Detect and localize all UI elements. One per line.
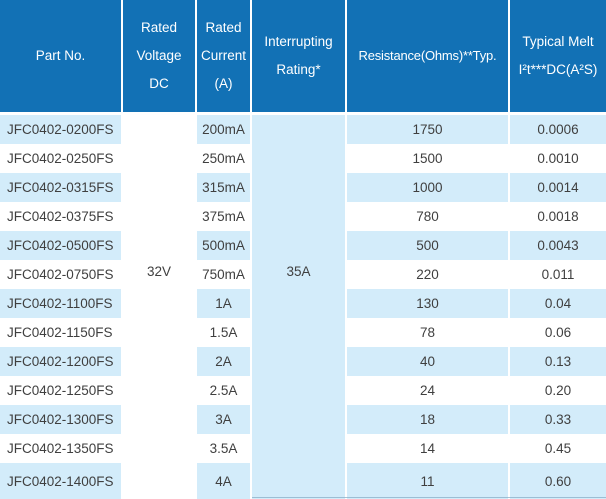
- table-row: JFC0402-0250FS 250mA 1500 0.0010: [0, 144, 606, 173]
- resistance-cell: 1750: [347, 115, 510, 144]
- melt-i2t-cell: 0.06: [510, 318, 606, 347]
- table-body: JFC0402-0200FS 32V 200mA 35A 1750 0.0006 JFC04…: [0, 115, 606, 499]
- melt-i2t-cell: 0.04: [510, 289, 606, 318]
- table-row: JFC0402-0500FS 500mA 500 0.0043: [0, 231, 606, 260]
- header-line: Part No.: [35, 48, 86, 63]
- col-header-rated-current: Rated Current (A): [197, 0, 252, 115]
- table-row: JFC0402-1300FS 3A 18 0.33: [0, 405, 606, 434]
- melt-i2t-cell: 0.33: [510, 405, 606, 434]
- header-row: Part No. Rated Voltage DC Rated Current …: [0, 0, 606, 115]
- table-row: JFC0402-1250FS 2.5A 24 0.20: [0, 376, 606, 405]
- part-no-cell: JFC0402-0500FS: [0, 231, 123, 260]
- rated-current-cell: 200mA: [197, 115, 252, 144]
- header-line: Interrupting: [264, 34, 333, 49]
- rated-current-cell: 1A: [197, 289, 252, 318]
- header-line: Typical Melt: [522, 34, 594, 49]
- resistance-cell: 24: [347, 376, 510, 405]
- resistance-cell: 780: [347, 202, 510, 231]
- table-bottom-edge-line: [252, 497, 606, 498]
- part-no-cell: JFC0402-0375FS: [0, 202, 123, 231]
- resistance-cell: 130: [347, 289, 510, 318]
- rated-current-cell: 3A: [197, 405, 252, 434]
- rated-current-cell: 3.5A: [197, 434, 252, 463]
- melt-i2t-cell: 0.13: [510, 347, 606, 376]
- header-line: Rated: [140, 20, 178, 35]
- resistance-cell: 11: [347, 463, 510, 499]
- col-header-typical-melt: Typical Melt I²t***DC(A²S): [510, 0, 606, 115]
- table-row: JFC0402-1150FS 1.5A 78 0.06: [0, 318, 606, 347]
- part-no-cell: JFC0402-0315FS: [0, 173, 123, 202]
- header-line: DC: [149, 76, 169, 91]
- header-line: Voltage: [136, 48, 182, 63]
- part-no-cell: JFC0402-1400FS: [0, 463, 123, 499]
- part-no-cell: JFC0402-1150FS: [0, 318, 123, 347]
- header-line: Current: [200, 48, 246, 63]
- rated-current-cell: 375mA: [197, 202, 252, 231]
- resistance-cell: 1500: [347, 144, 510, 173]
- resistance-cell: 500: [347, 231, 510, 260]
- part-no-cell: JFC0402-1350FS: [0, 434, 123, 463]
- resistance-cell: 40: [347, 347, 510, 376]
- col-header-interrupting-rating: Interrupting Rating*: [252, 0, 347, 115]
- part-no-cell: JFC0402-0250FS: [0, 144, 123, 173]
- melt-i2t-cell: 0.20: [510, 376, 606, 405]
- table-row: JFC0402-0315FS 315mA 1000 0.0014: [0, 173, 606, 202]
- header-line: Resistance(Ohms)**Typ.: [358, 48, 497, 63]
- melt-i2t-cell: 0.60: [510, 463, 606, 499]
- resistance-cell: 14: [347, 434, 510, 463]
- part-no-cell: JFC0402-1100FS: [0, 289, 123, 318]
- table-row: JFC0402-1200FS 2A 40 0.13: [0, 347, 606, 376]
- rated-current-cell: 1.5A: [197, 318, 252, 347]
- melt-i2t-cell: 0.45: [510, 434, 606, 463]
- table-header: Part No. Rated Voltage DC Rated Current …: [0, 0, 606, 115]
- rated-current-cell: 4A: [197, 463, 252, 499]
- part-no-cell: JFC0402-1300FS: [0, 405, 123, 434]
- resistance-cell: 1000: [347, 173, 510, 202]
- header-line: (A): [214, 76, 233, 91]
- rated-current-cell: 500mA: [197, 231, 252, 260]
- table-row: JFC0402-0375FS 375mA 780 0.0018: [0, 202, 606, 231]
- rated-current-cell: 2A: [197, 347, 252, 376]
- col-header-rated-voltage: Rated Voltage DC: [123, 0, 197, 115]
- melt-i2t-cell: 0.0043: [510, 231, 606, 260]
- part-no-cell: JFC0402-0750FS: [0, 260, 123, 289]
- rated-current-cell: 2.5A: [197, 376, 252, 405]
- resistance-cell: 78: [347, 318, 510, 347]
- resistance-cell: 220: [347, 260, 510, 289]
- melt-i2t-cell: 0.0018: [510, 202, 606, 231]
- part-no-cell: JFC0402-0200FS: [0, 115, 123, 144]
- table-row: JFC0402-1400FS 4A 11 0.60: [0, 463, 606, 499]
- table-row: JFC0402-1350FS 3.5A 14 0.45: [0, 434, 606, 463]
- melt-i2t-cell: 0.0014: [510, 173, 606, 202]
- melt-i2t-cell: 0.0010: [510, 144, 606, 173]
- resistance-cell: 18: [347, 405, 510, 434]
- interrupting-rating-merged-cell: 35A: [252, 115, 347, 499]
- rated-current-cell: 315mA: [197, 173, 252, 202]
- table-row: JFC0402-0200FS 32V 200mA 35A 1750 0.0006: [0, 115, 606, 499]
- header-line: Rating*: [276, 62, 321, 77]
- melt-i2t-cell: 0.0006: [510, 115, 606, 144]
- table-row: JFC0402-1100FS 1A 130 0.04: [0, 289, 606, 318]
- rated-current-cell: 750mA: [197, 260, 252, 289]
- table-row: JFC0402-0750FS 750mA 220 0.011: [0, 260, 606, 289]
- part-no-cell: JFC0402-1200FS: [0, 347, 123, 376]
- rated-current-cell: 250mA: [197, 144, 252, 173]
- melt-i2t-cell: 0.011: [510, 260, 606, 289]
- header-line: Rated: [205, 20, 242, 35]
- col-header-part-no: Part No.: [0, 0, 123, 115]
- rated-voltage-merged-cell: 32V: [123, 115, 197, 499]
- part-no-cell: JFC0402-1250FS: [0, 376, 123, 405]
- col-header-resistance: Resistance(Ohms)**Typ.: [347, 0, 510, 115]
- header-line: I²t***DC(A²S): [518, 62, 598, 77]
